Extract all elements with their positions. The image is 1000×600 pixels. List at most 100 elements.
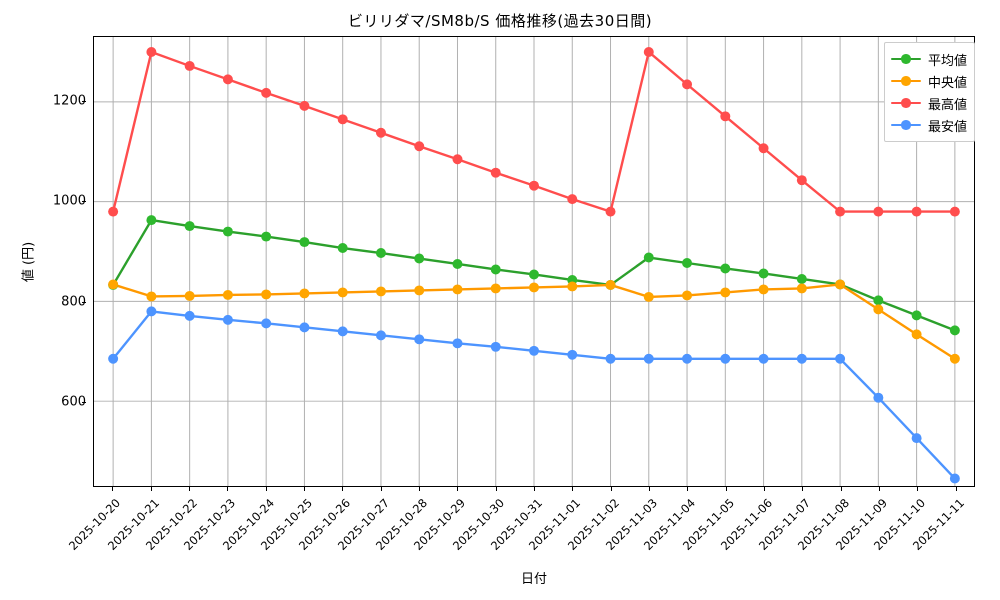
data-point [146,215,157,226]
data-point [452,259,463,269]
x-tick-mark [917,487,919,491]
legend-label: 最高値 [928,97,968,113]
legend-label: 中央値 [928,75,968,91]
data-point [261,87,272,98]
y-tick-label: 1200 [52,93,86,109]
data-point [490,167,501,178]
y-tick-label: 600 [61,394,86,410]
data-point [682,79,693,90]
data-point [375,248,386,258]
data-point [720,353,731,364]
data-point [911,433,922,444]
data-point [949,206,960,217]
x-tick-mark [764,487,766,491]
legend-marker-dot [901,54,911,64]
data-point [529,345,539,356]
data-point [490,283,501,294]
x-tick-mark [188,487,190,491]
x-tick-mark [495,487,497,491]
data-point [490,264,501,275]
x-tick-mark [150,487,152,491]
data-point [452,338,463,349]
y-axis-label-holder: 値 (円) [10,36,37,487]
data-point [567,194,578,205]
legend-item[interactable]: 中央値 [891,70,967,92]
data-point [452,284,463,295]
data-point [299,100,310,111]
data-point [720,111,731,122]
x-tick-mark [955,487,957,491]
data-point [299,322,310,333]
data-point [605,279,616,290]
x-axis-ticks: 2025-10-20 2025-10-21 2025-10-22 2025-10-23… [66,487,975,587]
x-tick-mark [840,487,842,491]
data-point [375,330,386,341]
legend-marker-dot [901,98,911,108]
data-point [835,279,846,290]
data-point [873,295,884,306]
data-point [375,127,386,138]
legend-label: 最安値 [928,119,968,135]
legend-swatch [891,118,921,132]
data-point [605,353,616,364]
x-tick-mark [112,487,114,491]
data-point [108,279,119,290]
data-point [529,180,539,191]
legend-swatch [891,74,921,88]
x-tick-mark [342,487,344,491]
legend-swatch [891,96,921,110]
data-point [222,226,233,237]
data-point [184,290,195,301]
data-point [643,353,654,364]
data-point [414,285,425,296]
data-point [605,206,616,217]
data-point [299,237,310,248]
data-point [222,289,233,300]
chart-legend: 平均値中央値最高値最安値 [884,42,976,142]
data-point [720,263,731,274]
data-point [337,326,348,337]
legend-item[interactable]: 最安値 [891,114,967,136]
data-point [108,206,119,217]
data-point [796,175,807,186]
series-line [111,310,957,480]
data-point [758,353,769,364]
y-tick-mark [82,201,86,203]
data-point [835,353,846,364]
data-point [873,304,884,315]
data-point [873,206,884,217]
data-point [758,143,769,154]
data-point [682,353,693,364]
data-point [835,206,846,217]
x-tick-mark [649,487,651,491]
x-tick-mark [572,487,574,491]
legend-item[interactable]: 最高値 [891,92,967,114]
y-axis-ticks: 600 800 1000 1200 [28,36,86,487]
legend-item[interactable]: 平均値 [891,48,967,70]
x-tick-mark [802,487,804,491]
data-point [108,353,119,364]
x-axis-label: 日付 [520,572,547,587]
chart-title: ビリリダマ/SM8b/S 価格推移(過去30日間) [347,12,653,30]
data-point [949,473,960,484]
data-point [146,306,157,317]
x-tick-mark [265,487,267,491]
data-point [375,286,386,297]
data-point [643,252,654,263]
y-tick-label: 800 [61,294,86,310]
x-tick-mark [303,487,305,491]
data-point [146,46,157,57]
data-point [796,283,807,294]
x-tick-mark [687,487,689,491]
data-point [222,314,233,325]
grid-lines [94,37,974,486]
data-point [796,273,807,284]
legend-marker-dot [901,76,911,86]
y-tick-mark [82,401,86,403]
data-point [414,334,425,345]
data-point [184,221,195,232]
x-tick-mark [610,487,612,491]
y-tick-mark [82,301,86,303]
data-point [949,353,960,364]
